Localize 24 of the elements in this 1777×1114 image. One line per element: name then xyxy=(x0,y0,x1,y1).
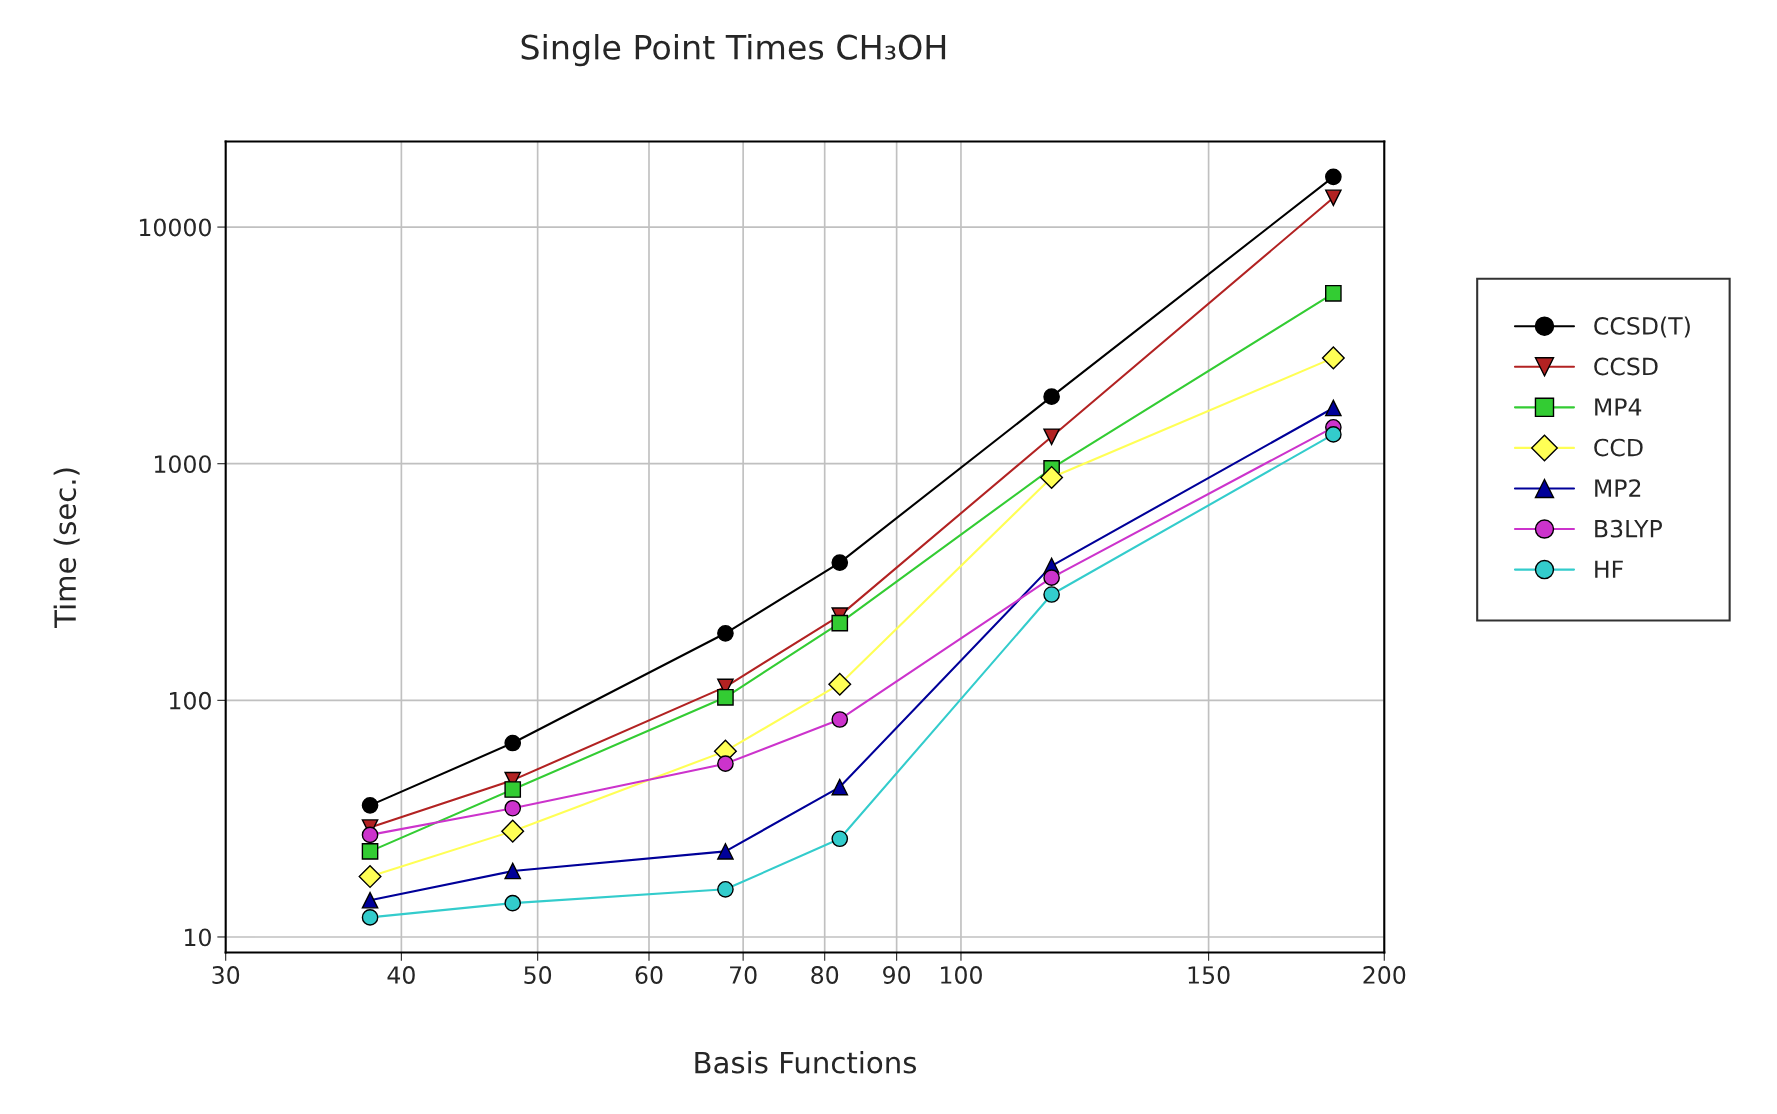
legend-label: B3LYP xyxy=(1595,519,1662,538)
x-tick-label: 70 xyxy=(730,966,757,984)
chart-title: Single Point Times CH₃OH xyxy=(521,34,946,67)
x-tick-label: 80 xyxy=(811,966,839,984)
x-tick-label: 100 xyxy=(941,966,982,984)
x-tick-label: 40 xyxy=(387,966,415,984)
x-tick-label: 200 xyxy=(1363,966,1406,984)
legend-label: MP2 xyxy=(1595,479,1641,497)
x-tick-label: 150 xyxy=(1188,966,1230,984)
legend-label: HF xyxy=(1595,560,1623,578)
legend-label: CCSD xyxy=(1594,357,1658,376)
y-tick-label: 1000 xyxy=(154,455,211,474)
x-tick-label: 30 xyxy=(212,966,240,984)
x-tick-label: 60 xyxy=(635,966,663,984)
y-tick-label: 100 xyxy=(170,691,211,710)
x-tick-label: 90 xyxy=(883,966,911,984)
y-tick-label: 10000 xyxy=(139,218,211,237)
legend-label: MP4 xyxy=(1595,398,1642,416)
x-tick-label: 50 xyxy=(524,966,552,984)
legend-label: CCD xyxy=(1594,438,1643,457)
x-axis-title: Basis Functions xyxy=(695,1051,917,1074)
legend-label: CCSD(T) xyxy=(1594,316,1690,338)
y-axis-title: Time (sec.) xyxy=(53,468,80,628)
y-tick-label: 10 xyxy=(185,928,211,947)
